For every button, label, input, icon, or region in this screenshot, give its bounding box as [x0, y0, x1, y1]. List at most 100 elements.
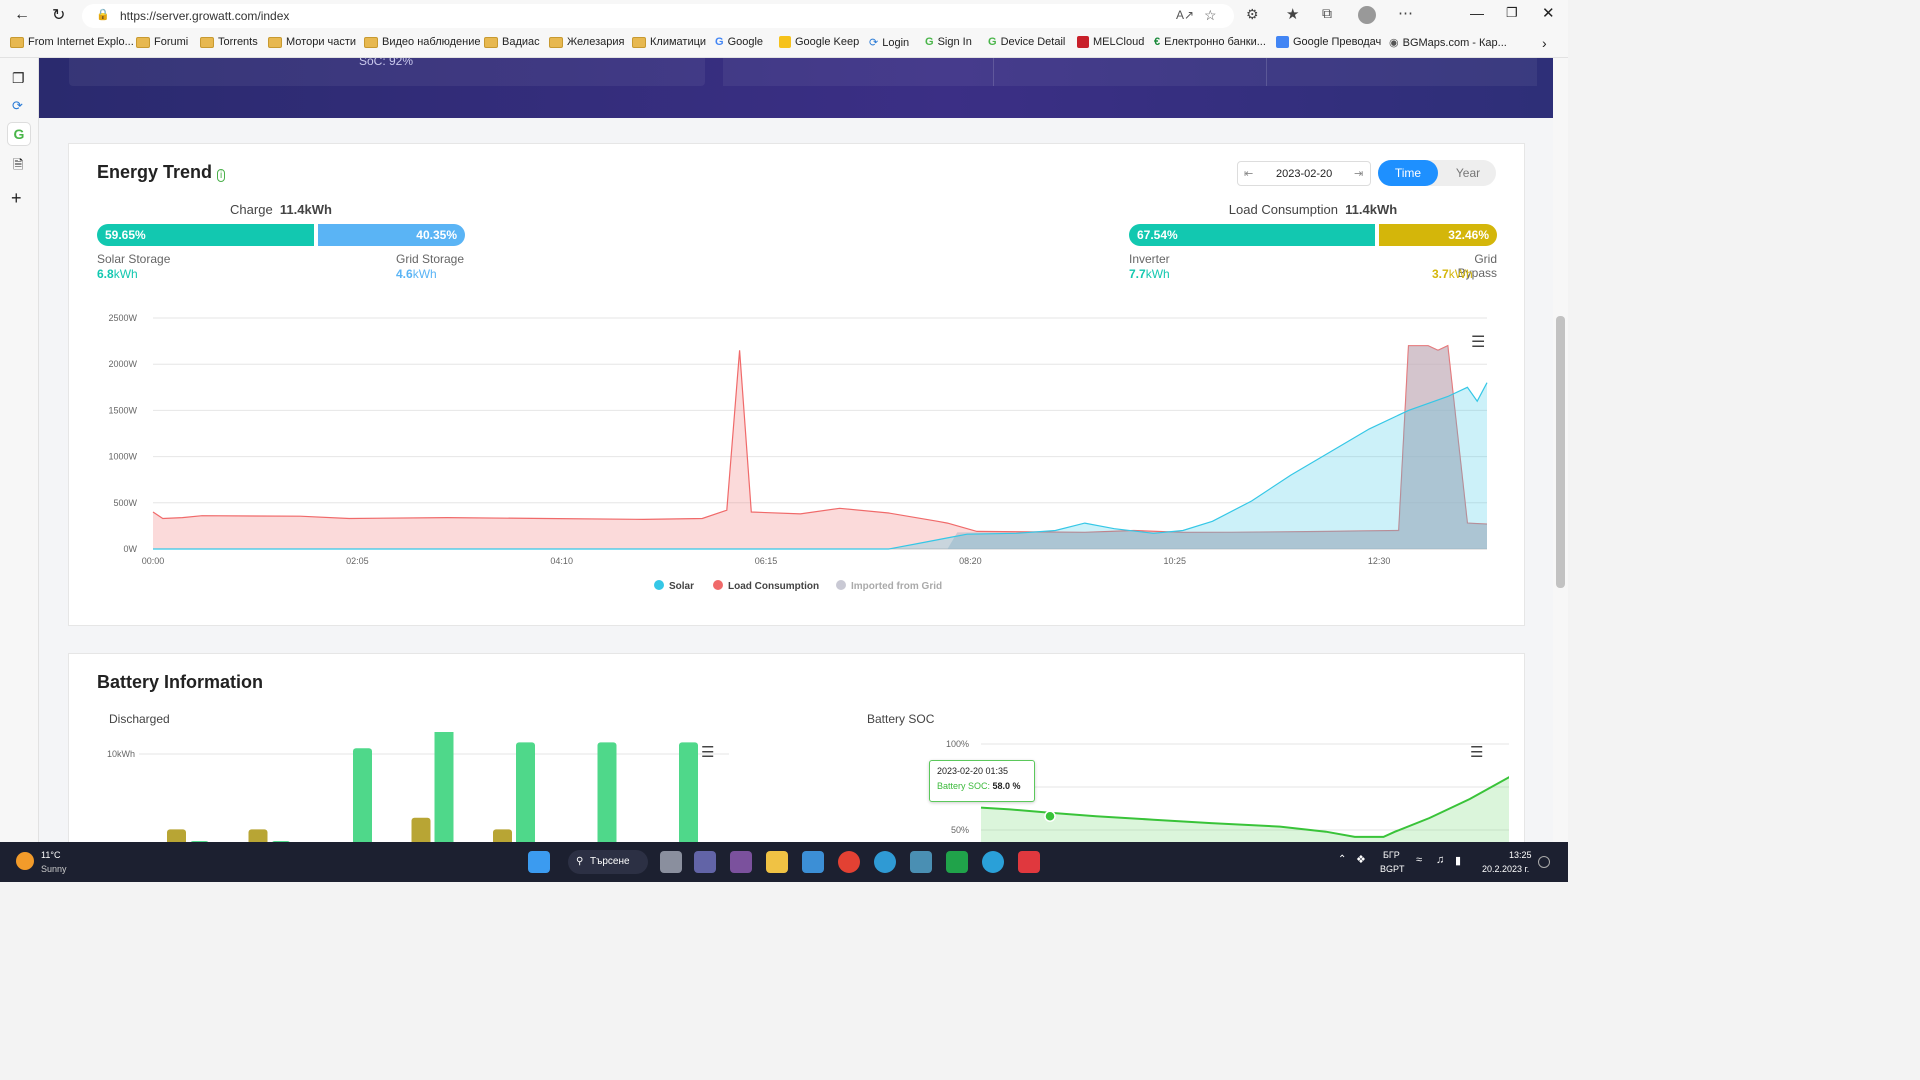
lang-layout[interactable]: BGPT — [1380, 864, 1405, 874]
bookmark-item[interactable]: ◉ BGMaps.com - Кар... — [1389, 36, 1507, 50]
teams-icon[interactable] — [694, 851, 716, 873]
battery-soc-title: Battery SOC — [867, 712, 935, 726]
bookmark-item[interactable]: Вадиас — [484, 36, 540, 48]
bookmark-item[interactable]: MELCloud — [1077, 36, 1144, 48]
favorite-icon[interactable]: ☆ — [1204, 7, 1217, 23]
folder-icon — [200, 36, 214, 48]
grid-bypass-label: Grid Bypass — [1457, 252, 1497, 280]
soc-line — [980, 776, 1509, 838]
lang-indicator[interactable]: БГР — [1383, 850, 1400, 860]
sun-icon[interactable] — [16, 852, 34, 870]
tabs-icon[interactable]: ❐ — [12, 70, 25, 86]
taskbar: 11°C Sunny ⚲ Търсене ⌃ ❖ БГР BGPT ≈ ♫ ▮ 1… — [0, 842, 1568, 882]
telegram-icon[interactable] — [982, 851, 1004, 873]
bookmark-item[interactable]: Forumi — [136, 36, 188, 48]
clock-date[interactable]: 20.2.2023 г. — [1482, 864, 1530, 874]
weather-desc[interactable]: Sunny — [41, 864, 67, 874]
task-view-icon[interactable] — [660, 851, 682, 873]
discharged-bar-grid — [493, 829, 512, 842]
info-icon[interactable]: i — [217, 169, 226, 182]
bookmark-item[interactable]: G Device Detail — [988, 36, 1066, 48]
close-icon[interactable]: ✕ — [1542, 5, 1555, 22]
bookmark-item[interactable]: € Електронно банки... — [1154, 36, 1266, 48]
tooltip-time: 2023-02-20 01:35 — [937, 766, 1009, 776]
x-tick-label: 10:25 — [1163, 556, 1186, 566]
date-picker[interactable]: ⇤ 2023-02-20 ⇥ — [1237, 161, 1371, 186]
viber-icon[interactable] — [730, 851, 752, 873]
dropbox-icon[interactable]: ❖ — [1356, 854, 1366, 866]
back-icon[interactable]: ← — [14, 6, 30, 23]
app-icon[interactable] — [910, 851, 932, 873]
prev-day-icon[interactable]: ⇤ — [1244, 168, 1254, 180]
address-bar[interactable]: 🔒 https://server.growatt.com/index A↗ ☆ — [82, 4, 1234, 28]
volume-icon[interactable]: ♫ — [1436, 854, 1445, 866]
y-tick-label: 10kWh — [107, 749, 135, 759]
collections-icon[interactable]: ⧉ — [1322, 5, 1332, 21]
login-icon[interactable]: ⟳ — [12, 98, 23, 113]
extensions-icon[interactable]: ⚙ — [1246, 6, 1259, 22]
chart-menu-icon[interactable]: ☰ — [1471, 334, 1486, 351]
edge-icon[interactable] — [874, 851, 896, 873]
explorer-icon[interactable] — [766, 851, 788, 873]
search-box[interactable]: ⚲ Търсене — [568, 850, 648, 874]
avatar[interactable] — [1358, 6, 1376, 24]
more-icon[interactable]: ⋯ — [1398, 5, 1413, 22]
tooltip-value: 58.0 % — [992, 781, 1021, 791]
tab-time[interactable]: Time — [1378, 160, 1438, 186]
chart-menu-icon[interactable]: ☰ — [1470, 744, 1484, 761]
x-tick-label: 06:15 — [755, 556, 778, 566]
bookmark-item[interactable]: Видео наблюдение — [364, 36, 481, 48]
refresh-icon[interactable]: ↻ — [52, 7, 66, 24]
restore-icon[interactable]: ❐ — [1506, 5, 1518, 20]
legend-dot — [836, 580, 846, 590]
date-value[interactable]: 2023-02-20 — [1276, 168, 1333, 180]
favorites-icon[interactable]: ★ — [1286, 6, 1300, 23]
battery-soc-chart: 100%75%50% — [946, 739, 1509, 842]
divider — [1266, 58, 1267, 86]
chrome-icon[interactable] — [838, 851, 860, 873]
bookmark-item[interactable]: G Google — [715, 36, 764, 48]
bookmark-item[interactable]: From Internet Explo... — [10, 36, 134, 48]
windows-icon[interactable] — [528, 851, 550, 873]
weather-temp[interactable]: 11°C — [41, 850, 61, 860]
add-icon[interactable]: + — [11, 188, 22, 208]
battery-icon[interactable]: ▮ — [1455, 855, 1462, 867]
app-icon[interactable] — [802, 851, 824, 873]
chevron-up-icon[interactable]: ⌃ — [1338, 854, 1347, 865]
chevron-right-icon[interactable]: › — [1542, 35, 1547, 51]
grid-storage-label: Grid Storage — [396, 252, 465, 266]
x-tick-label: 08:20 — [959, 556, 982, 566]
bookmark-item[interactable]: Железария — [549, 36, 624, 48]
chart-menu-icon[interactable]: ☰ — [701, 744, 715, 761]
tooltip-label: Battery SOC: — [937, 781, 991, 791]
page-icon[interactable]: 🗎 — [13, 157, 24, 172]
bookmark-item[interactable]: ⟳ Login — [869, 36, 910, 50]
bookmark-item[interactable]: Климатици — [632, 36, 706, 48]
x-tick-label: 00:00 — [142, 556, 165, 566]
bookmark-item[interactable]: Мотори части — [268, 36, 356, 48]
bookmark-item[interactable]: Google Преводач — [1276, 36, 1381, 48]
page-scrollbar[interactable] — [1553, 58, 1568, 842]
tab-year[interactable]: Year — [1455, 166, 1481, 180]
stats-panel-right — [723, 58, 1537, 86]
scrollbar-thumb[interactable] — [1556, 316, 1565, 588]
clock-time[interactable]: 13:25 — [1509, 850, 1532, 860]
read-aloud-icon[interactable]: A↗ — [1176, 8, 1195, 22]
y-tick-label: 1500W — [108, 405, 137, 415]
minimize-icon[interactable]: — — [1470, 5, 1484, 21]
bookmark-item[interactable]: G Sign In — [925, 36, 972, 48]
anydesk-icon[interactable] — [1018, 851, 1040, 873]
discharged-title: Discharged — [109, 712, 170, 726]
bookmark-item[interactable]: Google Keep — [779, 36, 859, 48]
next-day-icon[interactable]: ⇥ — [1354, 168, 1364, 180]
folder-icon — [549, 36, 563, 48]
bookmark-item[interactable]: Torrents — [200, 36, 258, 48]
folder-icon — [364, 36, 378, 48]
notification-icon[interactable] — [1538, 856, 1550, 868]
wifi-icon[interactable]: ≈ — [1416, 854, 1423, 866]
sheets-icon[interactable] — [946, 851, 968, 873]
grid-bypass-bar: 32.46% — [1379, 224, 1497, 246]
growatt-icon[interactable]: G — [7, 122, 31, 146]
grid-storage-bar: 40.35% — [318, 224, 465, 246]
lock-icon: 🔒 — [96, 9, 110, 21]
